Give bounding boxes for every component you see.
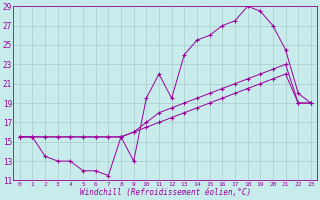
X-axis label: Windchill (Refroidissement éolien,°C): Windchill (Refroidissement éolien,°C) xyxy=(80,188,251,197)
